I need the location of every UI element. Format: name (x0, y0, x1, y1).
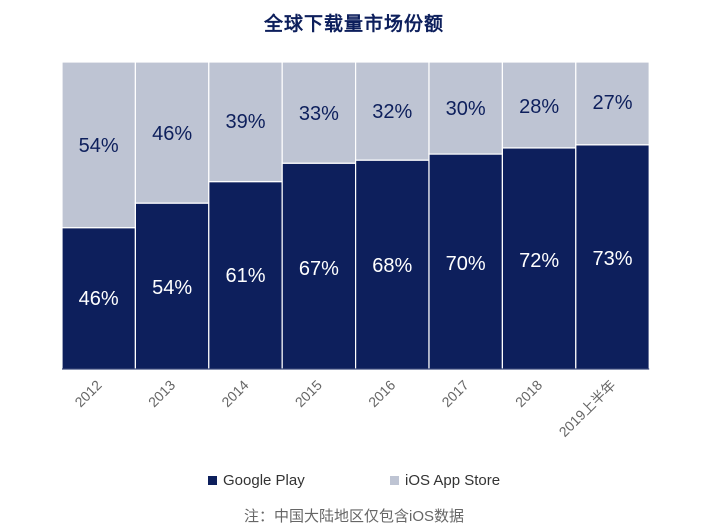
x-tick-label-2013: 2013 (145, 377, 178, 410)
x-tick-label-2015: 2015 (292, 377, 325, 410)
bar-google-play-2014 (208, 181, 283, 370)
legend-item-google-play: Google Play (208, 472, 305, 489)
legend: Google Play iOS App Store (0, 472, 708, 494)
data-label-google-play-2019上半年: 73% (592, 248, 632, 270)
bar-ios-2015 (281, 61, 357, 164)
data-label-google-play-2012: 46% (79, 288, 119, 310)
data-label-ios-2014: 39% (225, 111, 265, 133)
bar-ios-2017 (428, 61, 504, 155)
chart-title: 全球下载量市场份额 (263, 14, 444, 35)
bar-google-play-2015 (281, 162, 357, 370)
legend-label-google-play: Google Play (223, 472, 305, 489)
data-label-google-play-2013: 54% (152, 277, 192, 299)
data-label-ios-2012: 54% (79, 135, 119, 157)
data-label-ios-2013: 46% (152, 123, 192, 145)
x-tick-label-2012: 2012 (71, 377, 104, 410)
data-label-ios-2017: 30% (446, 98, 486, 120)
data-label-ios-2015: 33% (299, 103, 339, 125)
data-label-ios-2018: 28% (519, 96, 559, 118)
bar-ios-2018 (501, 61, 577, 149)
legend-swatch-ios-app-store (390, 476, 399, 485)
x-tick-label-2019上半年: 2019上半年 (556, 377, 619, 440)
legend-label-ios-app-store: iOS App Store (405, 472, 501, 489)
x-tick-label-2018: 2018 (512, 377, 545, 410)
data-label-google-play-2016: 68% (372, 255, 412, 277)
footnote: 注：中国大陆地区仅包含iOS数据 (243, 508, 464, 525)
bar-ios-2019上半年 (575, 61, 650, 146)
bar-google-play-2017 (428, 153, 504, 370)
x-tick-label-2016: 2016 (365, 377, 398, 410)
bar-ios-2016 (355, 61, 430, 161)
bar-google-play-2019上半年 (575, 144, 650, 370)
legend-swatch-google-play (208, 476, 217, 485)
data-label-ios-2019上半年: 27% (592, 92, 632, 114)
data-label-google-play-2017: 70% (446, 253, 486, 275)
data-label-ios-2016: 32% (372, 101, 412, 123)
legend-item-ios-app-store: iOS App Store (390, 472, 500, 489)
data-label-google-play-2015: 67% (299, 258, 339, 280)
data-label-google-play-2014: 61% (225, 265, 265, 287)
x-tick-label-2017: 2017 (438, 377, 471, 410)
data-label-google-play-2018: 72% (519, 250, 559, 272)
bar-ios-2014 (208, 61, 283, 183)
x-tick-label-2014: 2014 (218, 377, 251, 410)
bar-google-play-2018 (501, 147, 577, 370)
